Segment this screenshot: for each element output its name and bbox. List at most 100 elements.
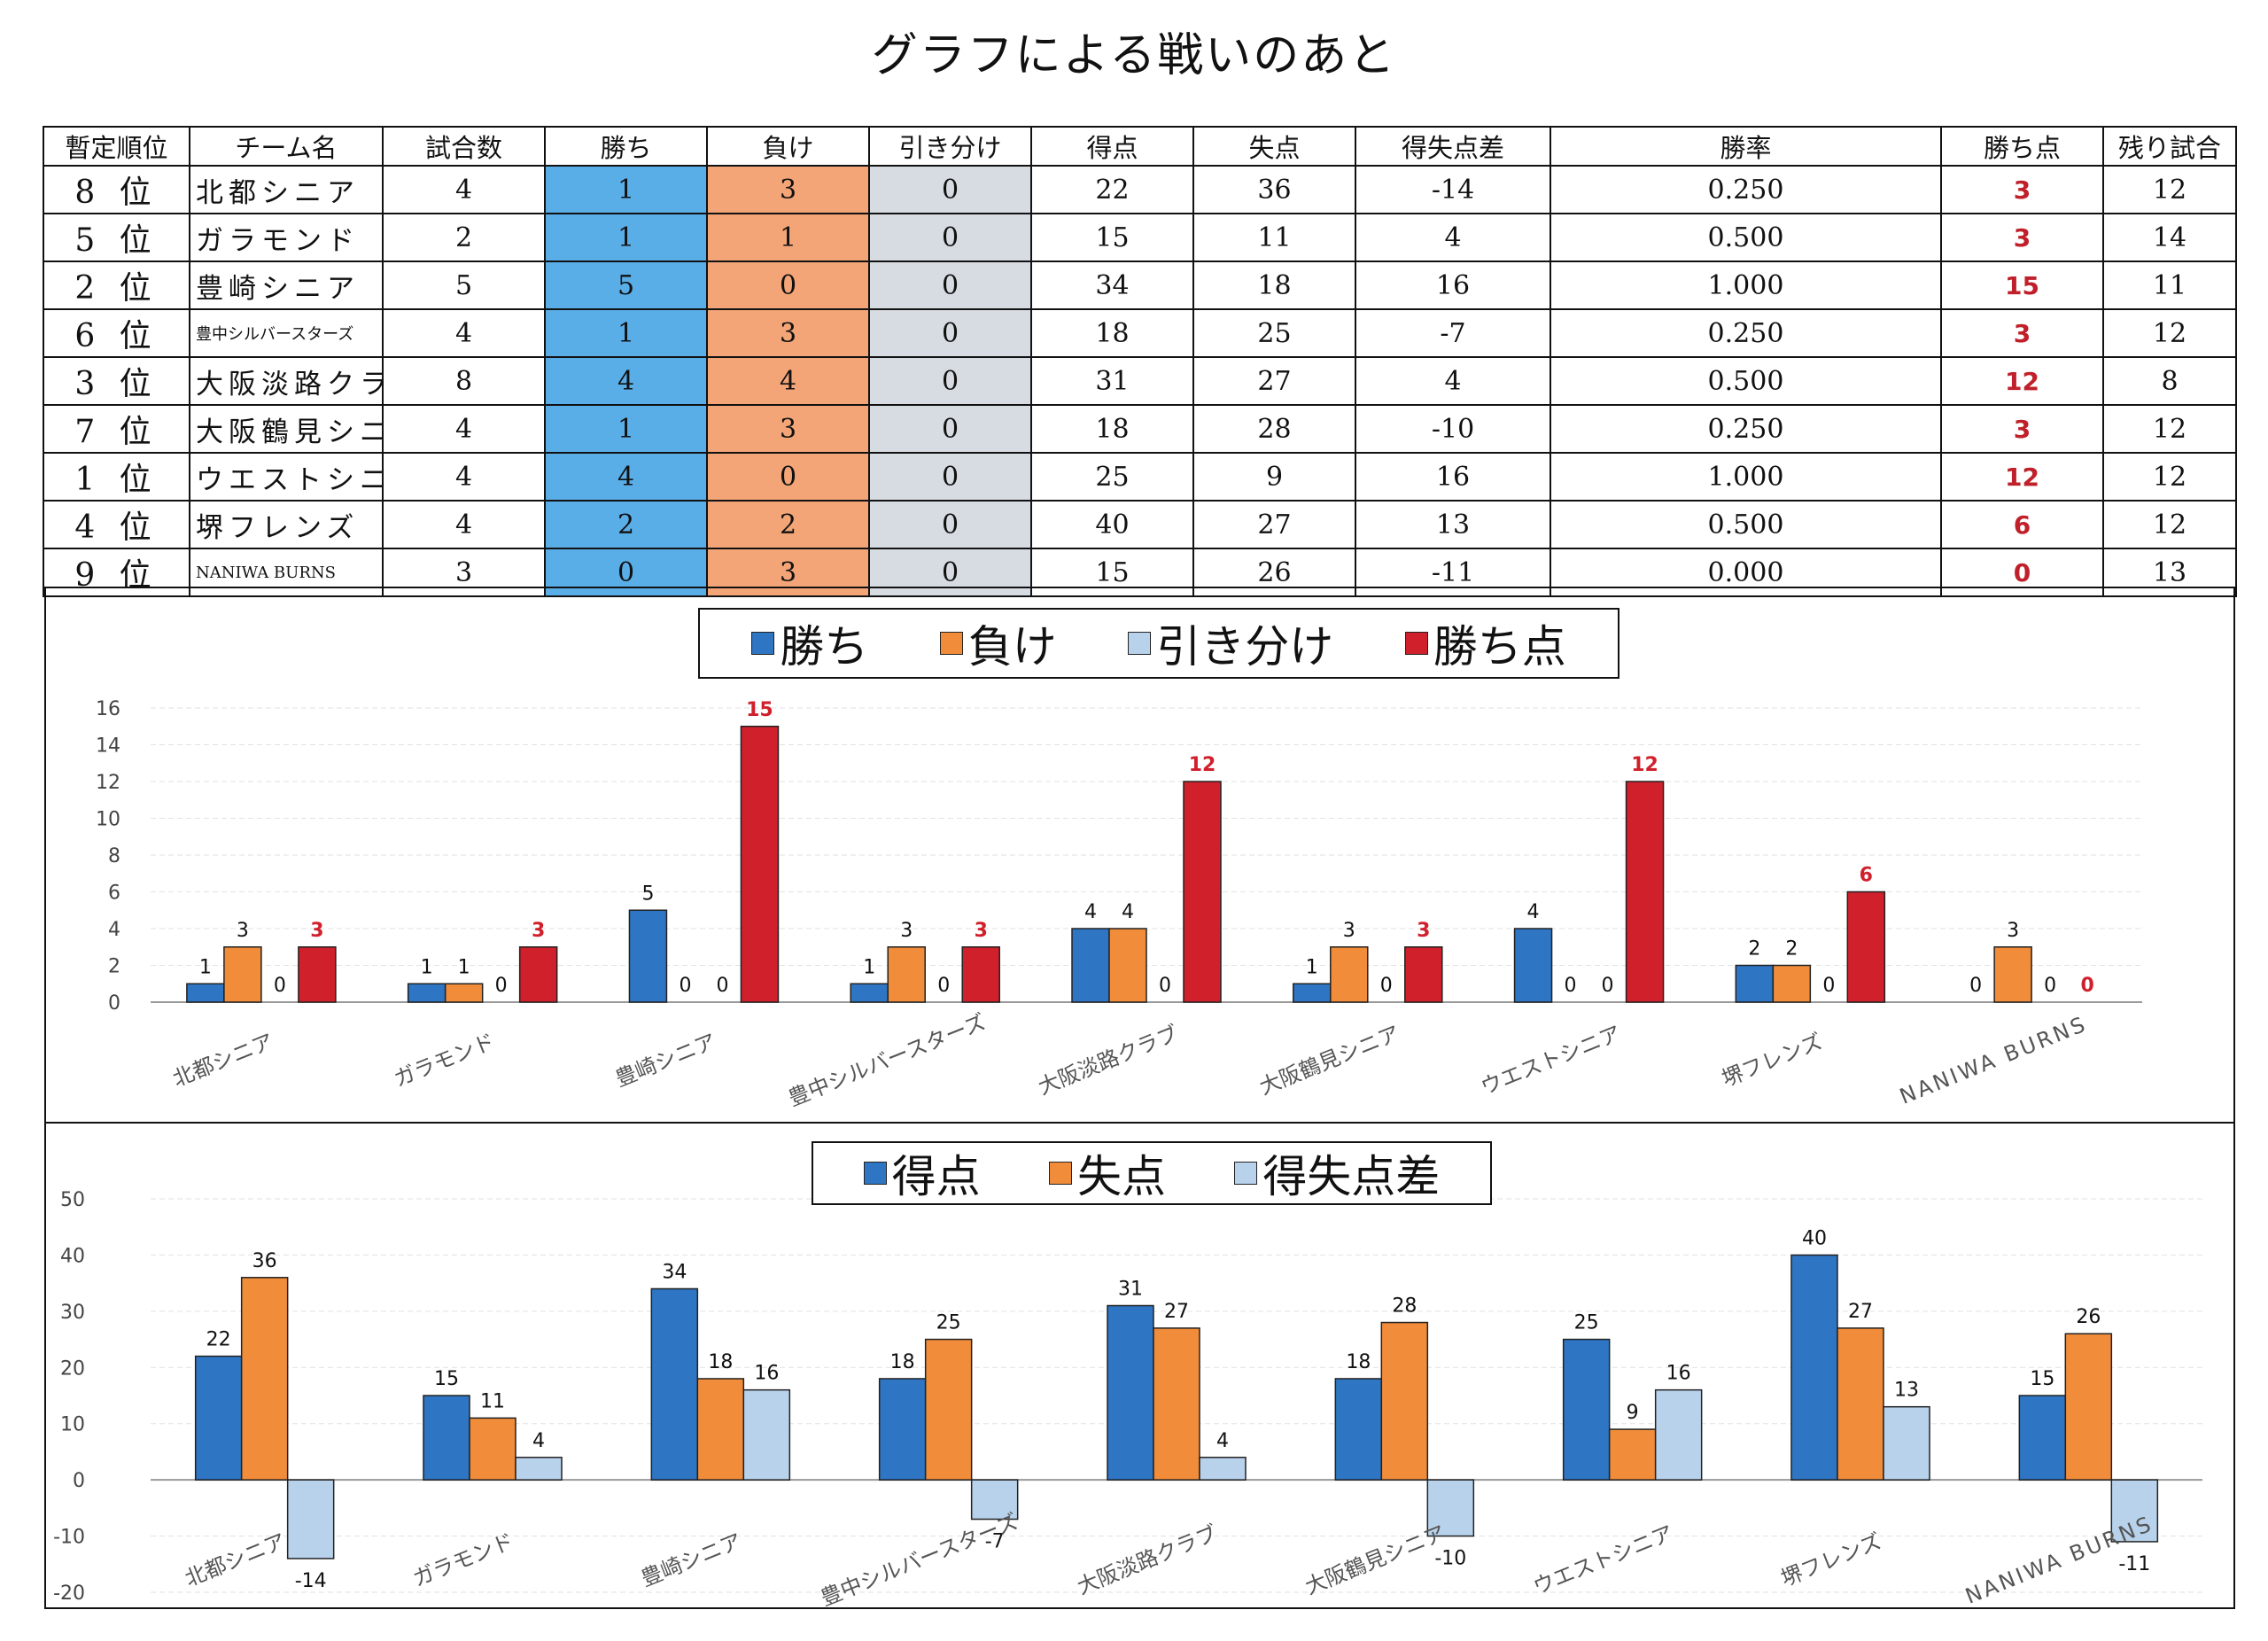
bar	[1380, 1321, 1429, 1481]
cell-win: 1	[544, 404, 708, 454]
data-label: 9	[1627, 1402, 1639, 1424]
data-label: 4	[1216, 1430, 1229, 1452]
cell-rank: 3 位	[43, 356, 190, 406]
bar	[298, 946, 337, 1003]
cell-games: 5	[382, 261, 546, 310]
bar	[1883, 1405, 1930, 1481]
cell-remaining: 12	[2102, 500, 2237, 549]
cell-rank: 8 位	[43, 165, 190, 214]
x-category-label: 豊中シルバースターズ	[785, 1009, 990, 1111]
data-label: -14	[295, 1570, 327, 1592]
cell-loss: 3	[706, 165, 870, 214]
cell-team: ウエストシニア	[189, 452, 384, 502]
header-cell: チーム名	[189, 126, 384, 167]
cell-allowed: 18	[1192, 261, 1356, 310]
data-label: -11	[2118, 1553, 2150, 1575]
cell-diff: 13	[1355, 500, 1551, 549]
data-label: 15	[434, 1368, 459, 1390]
header-cell: 勝率	[1550, 126, 1942, 167]
cell-pts: 0	[1940, 548, 2104, 597]
cell-win: 4	[544, 356, 708, 406]
table-row: 5 位ガラモンド 2 1 1 0 15 11 4 0.500 3 14	[43, 213, 2237, 262]
legend-label: 負け	[967, 621, 1057, 673]
bar	[650, 1287, 699, 1481]
y-tick-label: 0	[73, 1470, 85, 1492]
y-tick-label: 50	[60, 1189, 85, 1211]
cell-pts: 12	[1940, 452, 2104, 502]
x-category-label: 大阪淡路クラブ	[1035, 1021, 1182, 1100]
bar	[1654, 1388, 1703, 1481]
bar	[518, 946, 558, 1003]
data-label: 1	[1306, 956, 1318, 978]
bar	[1071, 928, 1110, 1003]
bar	[740, 726, 780, 1003]
data-label: 0	[937, 975, 950, 997]
bar	[1772, 964, 1812, 1003]
cell-pts: 12	[1940, 356, 2104, 406]
x-category-label: 大阪鶴見シニア	[1256, 1021, 1403, 1100]
data-label: 18	[890, 1351, 915, 1373]
data-label: 27	[1848, 1301, 1873, 1323]
bar	[1608, 1428, 1657, 1481]
legend-label: 勝ち	[780, 621, 869, 673]
x-category-label: 豊崎シニア	[637, 1528, 745, 1591]
page-title: グラフによる戦いのあと	[871, 29, 1397, 82]
bar	[223, 946, 262, 1003]
cell-allowed: 26	[1192, 548, 1356, 597]
data-label: 0	[495, 975, 508, 997]
legend-swatch	[1404, 632, 1428, 655]
cell-scored: 31	[1030, 356, 1194, 406]
x-category-label: 大阪鶴見シニア	[1301, 1520, 1449, 1599]
data-label: 0	[716, 975, 728, 997]
legend-item: 得点	[863, 1141, 981, 1205]
cell-pct: 0.250	[1550, 404, 1942, 454]
table-row: 6 位豊中シルバースターズ 4 1 3 0 18 25 -7 0.250 3 12	[43, 308, 2237, 358]
header-cell: 得点	[1030, 126, 1194, 167]
bar	[1107, 1304, 1154, 1481]
cell-win: 1	[544, 308, 708, 358]
header-cell: 得失点差	[1355, 126, 1551, 167]
bar	[286, 1479, 335, 1559]
bar	[186, 983, 225, 1003]
bar	[444, 983, 484, 1003]
cell-remaining: 11	[2102, 261, 2237, 310]
cell-draw: 0	[868, 548, 1032, 597]
y-tick-label: -20	[53, 1583, 85, 1605]
legend-label: 勝ち点	[1433, 621, 1566, 673]
legend-item: 負け	[939, 611, 1057, 675]
table-row: 8 位北都シニア 4 1 3 0 22 36 -14 0.250 3 12	[43, 165, 2237, 214]
data-label: 18	[708, 1351, 733, 1373]
cell-rank: 5 位	[43, 213, 190, 262]
data-label: 22	[206, 1329, 231, 1351]
bar	[970, 1479, 1019, 1520]
cell-scored: 40	[1030, 500, 1194, 549]
bar	[742, 1388, 791, 1481]
bar	[2110, 1479, 2159, 1543]
cell-allowed: 36	[1192, 165, 1356, 214]
runs-chart-legend: 得点 失点 得失点差	[812, 1141, 1492, 1205]
bar	[628, 909, 668, 1003]
bar	[1404, 946, 1443, 1003]
data-label: 26	[2076, 1306, 2101, 1328]
bar	[240, 1277, 289, 1481]
cell-diff: -11	[1355, 548, 1551, 597]
x-category-label: 大阪淡路クラブ	[1074, 1520, 1221, 1599]
cell-draw: 0	[868, 213, 1032, 262]
legend-label: 失点	[1076, 1151, 1166, 1202]
cell-pct: 0.250	[1550, 165, 1942, 214]
bar	[1837, 1327, 1884, 1481]
data-label: 25	[1574, 1312, 1599, 1334]
cell-scored: 18	[1030, 308, 1194, 358]
data-label: 1	[199, 956, 212, 978]
bar	[1562, 1338, 1611, 1481]
y-tick-label: 2	[108, 956, 120, 978]
cell-team: ガラモンド	[189, 213, 384, 262]
legend-item: 勝ち	[751, 611, 868, 675]
legend-swatch	[1234, 1162, 1258, 1185]
bar	[961, 946, 1000, 1003]
bar	[696, 1378, 745, 1481]
legend-label: 得点	[891, 1151, 981, 1202]
legend-swatch	[863, 1162, 887, 1185]
x-category-label: 北都シニア	[182, 1528, 290, 1591]
